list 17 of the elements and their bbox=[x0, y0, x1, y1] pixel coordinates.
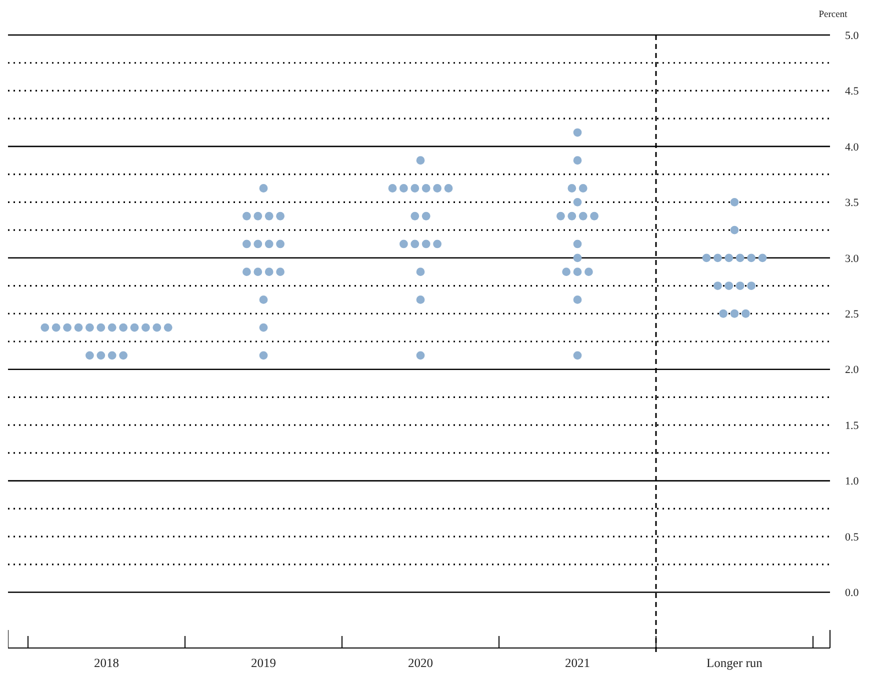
x-tick-label: Longer run bbox=[706, 656, 764, 670]
x-tick-label: 2021 bbox=[565, 656, 590, 670]
y-tick-label: 5.0 bbox=[845, 30, 860, 42]
x-tick-label: 2019 bbox=[251, 656, 276, 670]
y-tick-label: 4.0 bbox=[845, 141, 860, 154]
x-tick-label: 2018 bbox=[94, 656, 119, 670]
y-tick-label: 0.5 bbox=[845, 531, 860, 544]
y-tick-label: 3.5 bbox=[845, 197, 860, 210]
y-tick-label: 4.5 bbox=[845, 86, 860, 98]
y-axis-title: Percent bbox=[818, 10, 848, 20]
y-tick-label: 2.5 bbox=[845, 308, 860, 320]
y-tick-label: 1.0 bbox=[845, 476, 860, 488]
x-tick-label: 2020 bbox=[408, 656, 433, 670]
y-tick-label: 3.0 bbox=[845, 252, 860, 265]
y-tick-label: 0.0 bbox=[845, 587, 860, 600]
y-tick-label: 1.5 bbox=[845, 420, 860, 432]
y-tick-label: 2.0 bbox=[845, 364, 860, 376]
